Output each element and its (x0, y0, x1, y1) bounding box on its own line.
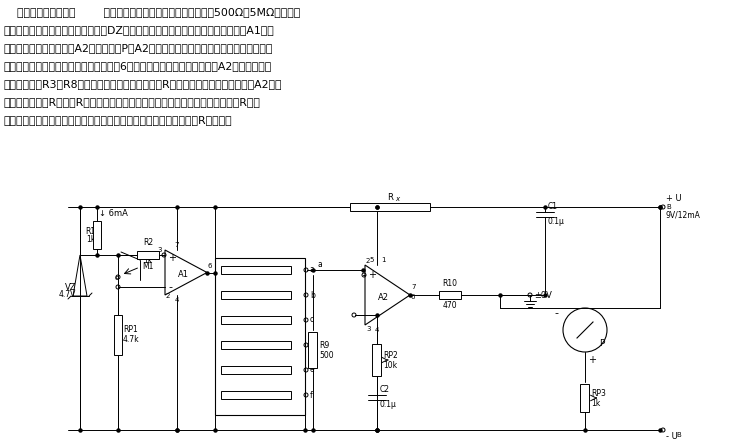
Text: 现电压放大的指示放大器A2以及微安表P。A2接成反相直流电压放大器形式，其输出电压: 现电压放大的指示放大器A2以及微安表P。A2接成反相直流电压放大器形式，其输出电… (3, 43, 273, 53)
Text: +: + (168, 253, 176, 263)
Text: 470: 470 (443, 301, 457, 310)
Text: a: a (318, 260, 323, 269)
Text: - U: - U (666, 432, 678, 441)
Text: 0.1μ: 0.1μ (548, 217, 565, 226)
Text: c: c (310, 316, 314, 325)
Text: x: x (395, 196, 399, 202)
Text: R1: R1 (85, 228, 95, 236)
Text: -: - (168, 282, 172, 292)
Text: 出电压即正比于R。如果R同量程转换电阱值相等，则表头指针指到满刻度。如果R是量: 出电压即正比于R。如果R同量程转换电阱值相等，则表头指针指到满刻度。如果R是量 (3, 97, 260, 107)
Text: B: B (676, 432, 681, 438)
Text: RP1: RP1 (123, 325, 138, 334)
Text: C1: C1 (548, 202, 558, 211)
Text: 4.7V: 4.7V (58, 290, 76, 299)
Text: RP3: RP3 (591, 388, 606, 397)
Text: 7: 7 (411, 284, 416, 290)
Text: 0.1μ: 0.1μ (380, 400, 397, 409)
Bar (373, 344, 381, 376)
Text: P: P (599, 340, 604, 349)
Text: 2: 2 (366, 258, 370, 264)
Bar (221, 391, 291, 399)
Bar (215, 258, 305, 415)
Text: M1: M1 (142, 262, 153, 271)
Text: R: R (387, 193, 393, 202)
Text: 4.7k: 4.7k (123, 336, 140, 345)
Text: 测量电阱可以采用图        所示的欧姆表电路。该电路测量量程为500Ω～5MΩ，并且具: 测量电阱可以采用图 所示的欧姆表电路。该电路测量量程为500Ω～5MΩ，并且具 (3, 7, 300, 17)
Bar (439, 291, 461, 299)
Text: b: b (310, 291, 315, 299)
Bar (580, 384, 590, 412)
Text: R10: R10 (443, 279, 458, 288)
Text: A2: A2 (378, 292, 389, 301)
Text: A1: A1 (177, 270, 189, 279)
Text: -: - (368, 310, 372, 320)
Text: 4: 4 (175, 297, 179, 303)
Text: B: B (666, 204, 671, 210)
Text: +: + (368, 270, 376, 280)
Text: ±0V: ±0V (534, 291, 552, 299)
Text: 4: 4 (375, 327, 379, 333)
Text: 500: 500 (319, 350, 334, 359)
Bar (350, 203, 430, 211)
Text: 有线性刻度。主要组成部分有稳压管DZ构成的稳压源、提供基准电压的运算放大器A1和实: 有线性刻度。主要组成部分有稳压管DZ构成的稳压源、提供基准电压的运算放大器A1和… (3, 25, 274, 35)
Text: d: d (310, 341, 315, 350)
Text: VZ: VZ (64, 283, 76, 292)
Text: 1: 1 (381, 257, 386, 263)
Text: 数决定于包阱R3～R8和作为反馈电阱用的待测电阱R。因此，在输入电阱固定时，A2的输: 数决定于包阱R3～R8和作为反馈电阱用的待测电阱R。因此，在输入电阱固定时，A2… (3, 79, 281, 89)
Text: R2: R2 (143, 238, 153, 247)
Text: 1k: 1k (86, 235, 95, 244)
Bar (221, 266, 291, 274)
Text: R3/500: R3/500 (222, 267, 247, 273)
Text: C2: C2 (380, 385, 390, 394)
Bar (221, 316, 291, 324)
Text: R5/10k: R5/10k (222, 317, 246, 323)
Text: 3: 3 (157, 247, 162, 253)
Text: f: f (310, 391, 313, 400)
Text: 9V/12mA: 9V/12mA (666, 210, 701, 219)
Text: 6: 6 (411, 294, 416, 300)
Bar (221, 291, 291, 299)
Text: 驱动微安表指示机构。在运算放大器引脚6输出端基准电压恒定的情况下，A2的电压放大系: 驱动微安表指示机构。在运算放大器引脚6输出端基准电压恒定的情况下，A2的电压放大… (3, 61, 271, 71)
Text: 程转换电阱值的一半，则表针指到刻度盘的中间，因此，指示读数与R成正比。: 程转换电阱值的一半，则表针指到刻度盘的中间，因此，指示读数与R成正比。 (3, 115, 232, 125)
Bar (137, 251, 159, 259)
Text: 10k: 10k (383, 360, 397, 370)
Text: 7: 7 (175, 242, 179, 248)
Bar (93, 221, 101, 249)
Text: +: + (588, 355, 596, 365)
Bar (221, 366, 291, 374)
Text: + U: + U (666, 194, 682, 203)
Bar (114, 315, 122, 355)
Bar (308, 332, 318, 368)
Text: e: e (310, 366, 315, 375)
Text: RP2: RP2 (383, 350, 398, 359)
Text: 2: 2 (166, 293, 171, 299)
Text: R4/1k: R4/1k (222, 292, 242, 298)
Text: o: o (115, 275, 119, 281)
Text: a: a (310, 266, 315, 274)
Bar (221, 341, 291, 349)
Text: R9: R9 (319, 341, 330, 350)
Text: R6/100k: R6/100k (222, 342, 252, 348)
Text: 6: 6 (208, 262, 212, 269)
Text: R8/5M: R8/5M (222, 392, 244, 398)
Text: R7/1M: R7/1M (222, 367, 244, 373)
Text: 1k: 1k (144, 256, 152, 265)
Text: ↓ 6mA: ↓ 6mA (99, 209, 128, 218)
Text: 3: 3 (366, 326, 370, 332)
Text: -: - (554, 308, 558, 318)
Text: 1k: 1k (591, 398, 600, 408)
Text: 5: 5 (370, 257, 374, 263)
